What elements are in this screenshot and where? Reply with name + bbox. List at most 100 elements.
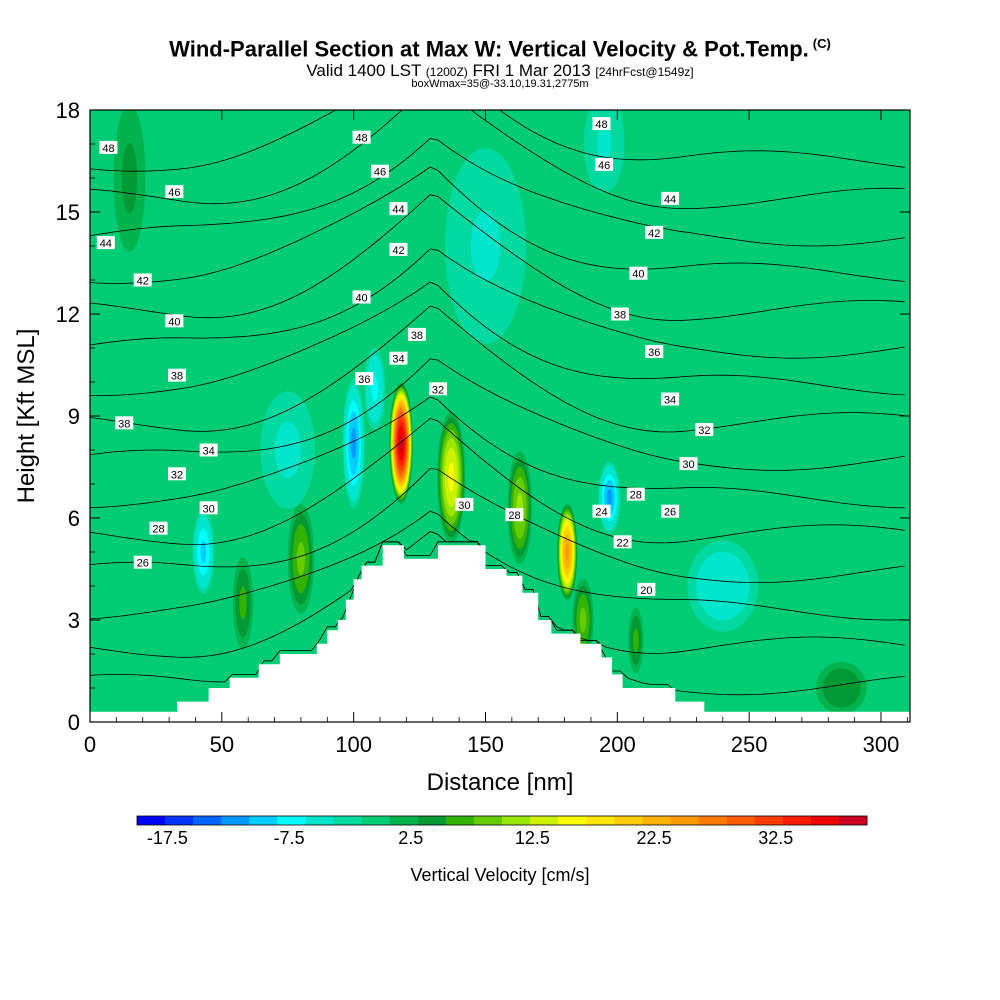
theta-contour-30 xyxy=(90,396,905,509)
theta-label-28: 30 xyxy=(203,503,215,515)
theta-label-8: 44 xyxy=(664,194,676,206)
theta-contour-24 xyxy=(90,510,905,621)
colorbar-tick-label-2p5: 2.5 xyxy=(398,828,423,848)
velocity-contour-10-5 xyxy=(200,540,207,564)
theta-label-box-21 xyxy=(389,351,408,365)
theta-label-box-1 xyxy=(352,130,371,144)
theta-label-21: 34 xyxy=(392,354,404,366)
velocity-contour-6-4 xyxy=(579,607,587,633)
theta-label-box-4 xyxy=(371,164,390,178)
y-tick-label-12: 12 xyxy=(56,302,80,327)
theta-label-box-30 xyxy=(626,487,645,501)
theta-label-box-34 xyxy=(133,555,152,569)
theta-label-box-8 xyxy=(661,191,680,205)
colorbar-swatch-22 xyxy=(754,816,784,825)
theta-label-16: 38 xyxy=(411,330,423,342)
theta-label-3: 46 xyxy=(168,187,180,199)
theta-label-box-15 xyxy=(168,368,187,382)
velocity-contour-15-3 xyxy=(596,126,612,162)
theta-label-box-9 xyxy=(133,273,152,287)
colorbar-swatch-7 xyxy=(333,816,362,825)
x-tick-label-100: 100 xyxy=(335,732,372,757)
theta-label-box-16 xyxy=(407,327,426,341)
velocity-contour-4-4 xyxy=(296,542,305,576)
theta-contour-38 xyxy=(90,248,905,359)
theta-label-33: 26 xyxy=(664,507,676,519)
colorbar-swatch-9 xyxy=(389,816,419,825)
y-tick-label-6: 6 xyxy=(68,506,80,531)
theta-label-24: 32 xyxy=(432,384,444,396)
terrain-mask xyxy=(90,545,910,722)
y-tick-label-9: 9 xyxy=(68,404,80,429)
theta-label-4: 46 xyxy=(374,167,386,179)
theta-label-box-17 xyxy=(610,307,629,321)
theta-label-23: 34 xyxy=(203,446,215,458)
chart-title: Wind-Parallel Section at Max W: Vertical… xyxy=(0,36,1000,62)
colorbar-swatch-1 xyxy=(165,816,194,825)
colorbar-swatch-17 xyxy=(614,816,643,825)
colorbar-swatch-13 xyxy=(502,816,531,825)
colorbar-tick-label-32p5: 32.5 xyxy=(758,828,793,848)
theta-label-box-22 xyxy=(661,392,680,406)
valid-utc-label: (1200Z) xyxy=(425,65,468,79)
y-tick-label-15: 15 xyxy=(56,200,80,225)
colorbar-swatch-23 xyxy=(782,816,812,825)
theta-label-11: 42 xyxy=(648,228,660,240)
colorbar-swatch-25 xyxy=(838,816,868,825)
theta-label-box-5 xyxy=(595,157,614,171)
theta-label-18: 38 xyxy=(118,418,130,430)
theta-contour-48 xyxy=(90,110,905,172)
velocity-contour-0-17 xyxy=(399,434,403,452)
x-tick-label-200: 200 xyxy=(599,732,636,757)
colorbar-swatch-11 xyxy=(445,816,475,825)
theta-contour-32 xyxy=(90,358,905,471)
theta-label-box-2 xyxy=(592,117,611,131)
theta-label-29: 30 xyxy=(458,500,470,512)
colorbar-swatch-19 xyxy=(670,816,699,825)
theta-label-box-13 xyxy=(352,290,371,304)
theta-label-box-20 xyxy=(645,344,664,358)
theta-contours xyxy=(90,110,905,696)
theta-label-32: 28 xyxy=(152,524,164,536)
x-tick-label-250: 250 xyxy=(731,732,768,757)
colorbar-swatch-24 xyxy=(810,816,840,825)
theta-label-6: 44 xyxy=(100,238,112,250)
theta-label-26: 32 xyxy=(171,469,183,481)
colorbar-label: Vertical Velocity [cm/s] xyxy=(410,865,589,885)
theta-label-box-18 xyxy=(115,416,134,430)
theta-label-19: 36 xyxy=(358,374,370,386)
theta-label-box-37 xyxy=(637,582,656,596)
forecast-label: [24hrFcst@1549z] xyxy=(595,65,694,79)
theta-contour-26 xyxy=(90,468,905,583)
theta-label-0: 48 xyxy=(102,143,114,155)
x-tick-label-0: 0 xyxy=(84,732,96,757)
theta-contour-22 xyxy=(90,531,905,658)
theta-label-box-10 xyxy=(389,242,408,256)
box-wmax-label: boxWmax=35@-33.10,19.31,2775m xyxy=(411,78,589,90)
colorbar-swatch-18 xyxy=(642,816,671,825)
colorbar-swatch-6 xyxy=(305,816,334,825)
theta-label-25: 32 xyxy=(698,425,710,437)
theta-contour-44 xyxy=(90,137,905,247)
chart-subtitle: Valid 1400 LST (1200Z) FRI 1 Mar 2013 [2… xyxy=(0,61,1000,81)
velocity-contour-16-2 xyxy=(121,142,138,214)
colorbar-swatch-14 xyxy=(530,816,559,825)
theta-label-box-27 xyxy=(679,457,698,471)
theta-label-37: 20 xyxy=(640,585,652,597)
theta-label-box-12 xyxy=(165,314,184,328)
y-axis-label: Height [Kft MSL] xyxy=(13,329,40,504)
velocity-contour-8-6 xyxy=(351,427,357,459)
x-axis-label: Distance [nm] xyxy=(427,769,574,796)
theta-label-22: 34 xyxy=(664,395,676,407)
theta-contour-40 xyxy=(90,194,905,321)
colorbar-tick-label-22p5: 22.5 xyxy=(637,828,672,848)
velocity-contour-2-7 xyxy=(448,462,455,492)
theta-label-34: 26 xyxy=(137,558,149,570)
theta-label-31: 28 xyxy=(508,510,520,522)
x-tick-label-50: 50 xyxy=(210,732,234,757)
theta-label-box-6 xyxy=(96,236,115,250)
theta-label-box-24 xyxy=(429,382,448,396)
colorbar-swatch-16 xyxy=(586,816,615,825)
x-tick-label-150: 150 xyxy=(467,732,504,757)
